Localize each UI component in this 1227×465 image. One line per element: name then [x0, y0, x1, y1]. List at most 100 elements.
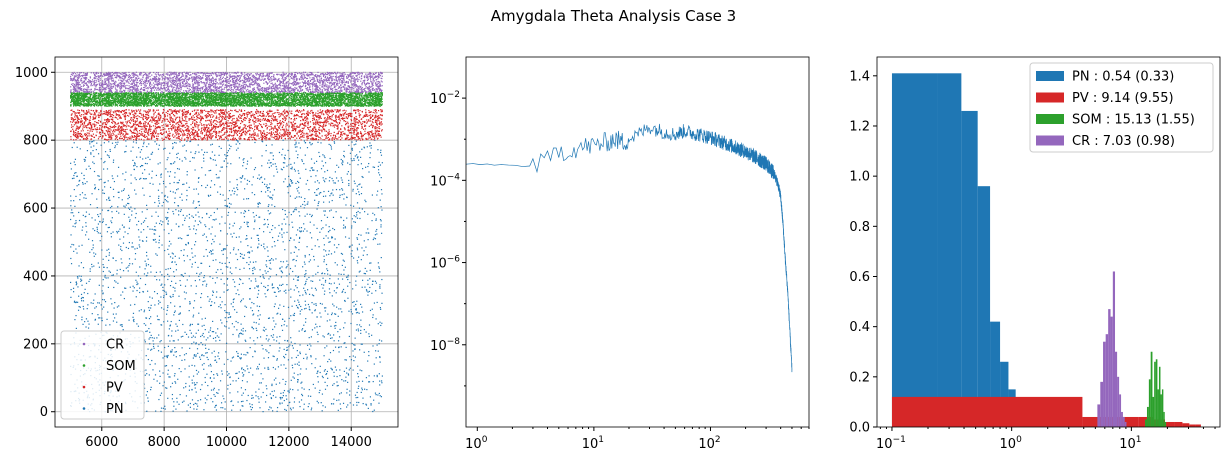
- scatter-point: [268, 317, 271, 319]
- scatter-point: [235, 253, 237, 255]
- scatter-point: [357, 330, 360, 332]
- scatter-point: [121, 190, 123, 192]
- scatter-point: [215, 405, 217, 407]
- scatter-point: [71, 243, 73, 246]
- scatter-point: [219, 304, 221, 306]
- scatter-point: [175, 209, 177, 211]
- scatter-point: [155, 174, 158, 177]
- scatter-point: [143, 141, 145, 143]
- scatter-point: [370, 404, 372, 406]
- scatter-point: [110, 111, 112, 113]
- scatter-point: [221, 262, 223, 264]
- scatter-point: [151, 132, 153, 134]
- scatter-point: [367, 239, 369, 241]
- scatter-point: [297, 110, 299, 112]
- scatter-point: [113, 124, 116, 126]
- scatter-point: [333, 141, 335, 143]
- scatter-point: [271, 258, 273, 260]
- scatter-point: [183, 291, 186, 293]
- scatter-point: [112, 313, 115, 315]
- scatter-point: [311, 109, 313, 112]
- scatter-point: [188, 385, 191, 387]
- scatter-point: [104, 301, 107, 303]
- scatter-point: [284, 213, 287, 215]
- scatter-point: [75, 281, 77, 283]
- scatter-point: [94, 188, 96, 190]
- scatter-point: [294, 208, 296, 211]
- scatter-point: [343, 198, 345, 200]
- scatter-point: [380, 136, 382, 138]
- scatter-point: [345, 346, 347, 349]
- scatter-point: [377, 110, 380, 112]
- scatter-point: [321, 121, 323, 124]
- scatter-point: [358, 233, 360, 236]
- scatter-point: [381, 278, 383, 281]
- scatter-point: [193, 157, 195, 159]
- scatter-point: [371, 308, 373, 310]
- scatter-point: [197, 323, 199, 325]
- scatter-point: [212, 401, 214, 403]
- scatter-point: [195, 188, 198, 190]
- scatter-point: [221, 272, 224, 274]
- scatter-point: [179, 119, 181, 122]
- scatter-point: [168, 232, 170, 235]
- scatter-point: [367, 407, 369, 410]
- scatter-point: [224, 317, 226, 319]
- scatter-point: [198, 275, 200, 277]
- scatter-point: [277, 235, 280, 237]
- scatter-point: [263, 246, 265, 248]
- scatter-point: [311, 312, 313, 314]
- scatter-point: [194, 123, 196, 125]
- scatter-point: [336, 306, 338, 308]
- scatter-point: [143, 229, 145, 231]
- scatter-point: [322, 177, 324, 179]
- scatter-point: [336, 138, 338, 140]
- scatter-point: [275, 340, 278, 342]
- scatter-point: [268, 138, 270, 140]
- scatter-point: [260, 382, 262, 384]
- scatter-point: [277, 239, 279, 242]
- scatter-point: [284, 158, 286, 160]
- scatter-point: [190, 332, 192, 334]
- scatter-point: [292, 211, 294, 213]
- scatter-point: [74, 114, 76, 116]
- scatter-point: [273, 355, 275, 358]
- scatter-point: [192, 314, 195, 316]
- scatter-point: [205, 110, 207, 112]
- scatter-point: [208, 265, 211, 267]
- scatter-point: [299, 373, 301, 375]
- scatter-point: [317, 204, 319, 207]
- scatter-point: [228, 125, 231, 127]
- scatter-point: [233, 247, 235, 249]
- scatter-point: [165, 137, 168, 139]
- scatter-point: [242, 400, 244, 402]
- scatter-point: [289, 185, 292, 187]
- scatter-point: [126, 121, 129, 123]
- scatter-point: [221, 116, 223, 118]
- scatter-point: [156, 315, 159, 317]
- scatter-point: [206, 139, 208, 141]
- scatter-point: [280, 124, 282, 126]
- scatter-point: [118, 131, 120, 133]
- scatter-point: [232, 333, 234, 336]
- scatter-point: [146, 117, 148, 119]
- scatter-point: [132, 146, 134, 148]
- scatter-point: [284, 132, 287, 134]
- scatter-point: [375, 116, 377, 118]
- scatter-point: [203, 255, 205, 257]
- scatter-point: [194, 135, 196, 137]
- scatter-point: [195, 369, 198, 372]
- scatter-point: [82, 323, 84, 325]
- scatter-point: [77, 309, 80, 311]
- scatter-point: [144, 136, 146, 138]
- scatter-point: [338, 346, 340, 348]
- scatter-point: [145, 204, 148, 206]
- scatter-point: [314, 387, 316, 389]
- scatter-point: [180, 128, 182, 130]
- scatter-point: [186, 279, 188, 281]
- scatter-point: [284, 154, 286, 156]
- scatter-point: [326, 111, 328, 113]
- scatter-point: [344, 299, 346, 302]
- scatter-point: [315, 323, 317, 325]
- scatter-point: [127, 207, 130, 209]
